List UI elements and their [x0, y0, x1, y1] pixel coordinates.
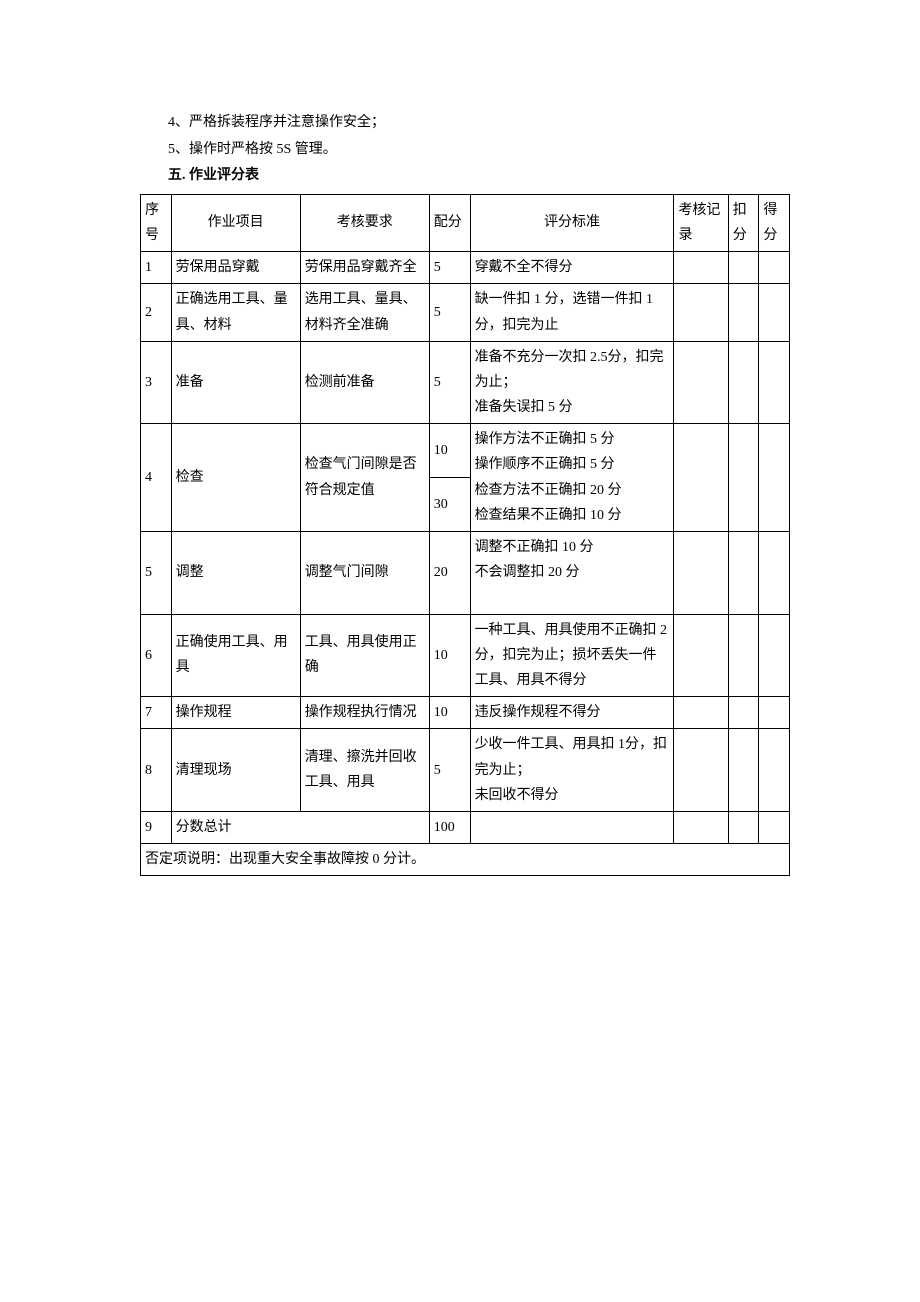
cell-score: 10 [429, 424, 470, 478]
cell-item: 清理现场 [171, 729, 300, 812]
cell-score: 10 [429, 614, 470, 697]
cell-seq: 8 [141, 729, 172, 812]
cell-footer: 否定项说明：出现重大安全事故障按 0 分计。 [141, 844, 790, 876]
paragraph-5: 5、操作时严格按 5S 管理。 [140, 137, 790, 164]
cell-std: 一种工具、用具使用不正确扣 2 分，扣完为止；损坏丢失一件工具、用具不得分 [470, 614, 674, 697]
cell-item: 劳保用品穿戴 [171, 252, 300, 284]
cell-seq: 7 [141, 697, 172, 729]
cell-get [759, 729, 790, 812]
cell-score: 20 [429, 532, 470, 615]
cell-req: 清理、擦洗并回收工具、用具 [300, 729, 429, 812]
cell-rec [674, 252, 728, 284]
cell-seq: 4 [141, 424, 172, 532]
cell-std [470, 811, 674, 843]
cell-ded [728, 341, 759, 424]
cell-item: 正确选用工具、量具、材料 [171, 284, 300, 341]
cell-ded [728, 284, 759, 341]
cell-req: 工具、用具使用正确 [300, 614, 429, 697]
cell-get [759, 532, 790, 615]
cell-get [759, 424, 790, 532]
cell-std: 缺一件扣 1 分，选错一件扣 1 分，扣完为止 [470, 284, 674, 341]
table-footer-row: 否定项说明：出现重大安全事故障按 0 分计。 [141, 844, 790, 876]
cell-rec [674, 614, 728, 697]
cell-score: 5 [429, 729, 470, 812]
cell-req: 选用工具、量具、材料齐全准确 [300, 284, 429, 341]
cell-get [759, 811, 790, 843]
th-seq: 序号 [141, 194, 172, 251]
cell-rec [674, 811, 728, 843]
table-row: 5 调整 调整气门间隙 20 调整不正确扣 10 分不会调整扣 20 分 [141, 532, 790, 615]
cell-seq: 5 [141, 532, 172, 615]
cell-get [759, 284, 790, 341]
cell-get [759, 252, 790, 284]
cell-req: 检测前准备 [300, 341, 429, 424]
cell-rec [674, 532, 728, 615]
cell-ded [728, 252, 759, 284]
table-total-row: 9 分数总计 100 [141, 811, 790, 843]
cell-rec [674, 284, 728, 341]
cell-seq: 9 [141, 811, 172, 843]
table-row: 8 清理现场 清理、擦洗并回收工具、用具 5 少收一件工具、用具扣 1分，扣完为… [141, 729, 790, 812]
cell-rec [674, 424, 728, 532]
scoring-table: 序号 作业项目 考核要求 配分 评分标准 考核记录 扣分 得分 1 劳保用品穿戴… [140, 194, 790, 877]
table-row: 3 准备 检测前准备 5 准备不充分一次扣 2.5分，扣完为止；准备失误扣 5 … [141, 341, 790, 424]
table-row: 2 正确选用工具、量具、材料 选用工具、量具、材料齐全准确 5 缺一件扣 1 分… [141, 284, 790, 341]
cell-item: 操作规程 [171, 697, 300, 729]
cell-total-label: 分数总计 [171, 811, 429, 843]
cell-rec [674, 341, 728, 424]
cell-get [759, 614, 790, 697]
cell-item: 准备 [171, 341, 300, 424]
table-row: 6 正确使用工具、用具 工具、用具使用正确 10 一种工具、用具使用不正确扣 2… [141, 614, 790, 697]
cell-std: 操作方法不正确扣 5 分操作顺序不正确扣 5 分检查方法不正确扣 20 分检查结… [470, 424, 674, 532]
cell-ded [728, 424, 759, 532]
cell-item: 调整 [171, 532, 300, 615]
cell-rec [674, 697, 728, 729]
cell-std: 准备不充分一次扣 2.5分，扣完为止；准备失误扣 5 分 [470, 341, 674, 424]
th-std: 评分标准 [470, 194, 674, 251]
th-item: 作业项目 [171, 194, 300, 251]
table-row: 4 检查 检查气门间隙是否符合规定值 10 操作方法不正确扣 5 分操作顺序不正… [141, 424, 790, 478]
th-req: 考核要求 [300, 194, 429, 251]
cell-get [759, 341, 790, 424]
cell-item: 正确使用工具、用具 [171, 614, 300, 697]
cell-std: 少收一件工具、用具扣 1分，扣完为止；未回收不得分 [470, 729, 674, 812]
cell-std: 穿戴不全不得分 [470, 252, 674, 284]
cell-ded [728, 614, 759, 697]
cell-req: 调整气门间隙 [300, 532, 429, 615]
table-row: 1 劳保用品穿戴 劳保用品穿戴齐全 5 穿戴不全不得分 [141, 252, 790, 284]
cell-score: 5 [429, 284, 470, 341]
cell-item: 检查 [171, 424, 300, 532]
cell-seq: 2 [141, 284, 172, 341]
cell-seq: 1 [141, 252, 172, 284]
th-get: 得分 [759, 194, 790, 251]
cell-get [759, 697, 790, 729]
cell-ded [728, 532, 759, 615]
section-heading: 五. 作业评分表 [140, 163, 790, 190]
cell-score: 5 [429, 341, 470, 424]
th-score: 配分 [429, 194, 470, 251]
cell-std: 调整不正确扣 10 分不会调整扣 20 分 [470, 532, 674, 615]
th-ded: 扣分 [728, 194, 759, 251]
cell-seq: 3 [141, 341, 172, 424]
cell-seq: 6 [141, 614, 172, 697]
cell-ded [728, 811, 759, 843]
cell-req: 检查气门间隙是否符合规定值 [300, 424, 429, 532]
cell-ded [728, 729, 759, 812]
cell-ded [728, 697, 759, 729]
table-row: 7 操作规程 操作规程执行情况 10 违反操作规程不得分 [141, 697, 790, 729]
table-header-row: 序号 作业项目 考核要求 配分 评分标准 考核记录 扣分 得分 [141, 194, 790, 251]
th-rec: 考核记录 [674, 194, 728, 251]
cell-std: 违反操作规程不得分 [470, 697, 674, 729]
cell-score: 10 [429, 697, 470, 729]
cell-score: 5 [429, 252, 470, 284]
document-page: 4、严格拆装程序并注意操作安全； 5、操作时严格按 5S 管理。 五. 作业评分… [0, 0, 920, 1302]
cell-rec [674, 729, 728, 812]
cell-score: 30 [429, 478, 470, 532]
cell-total-score: 100 [429, 811, 470, 843]
cell-req: 劳保用品穿戴齐全 [300, 252, 429, 284]
paragraph-4: 4、严格拆装程序并注意操作安全； [140, 110, 790, 137]
cell-req: 操作规程执行情况 [300, 697, 429, 729]
